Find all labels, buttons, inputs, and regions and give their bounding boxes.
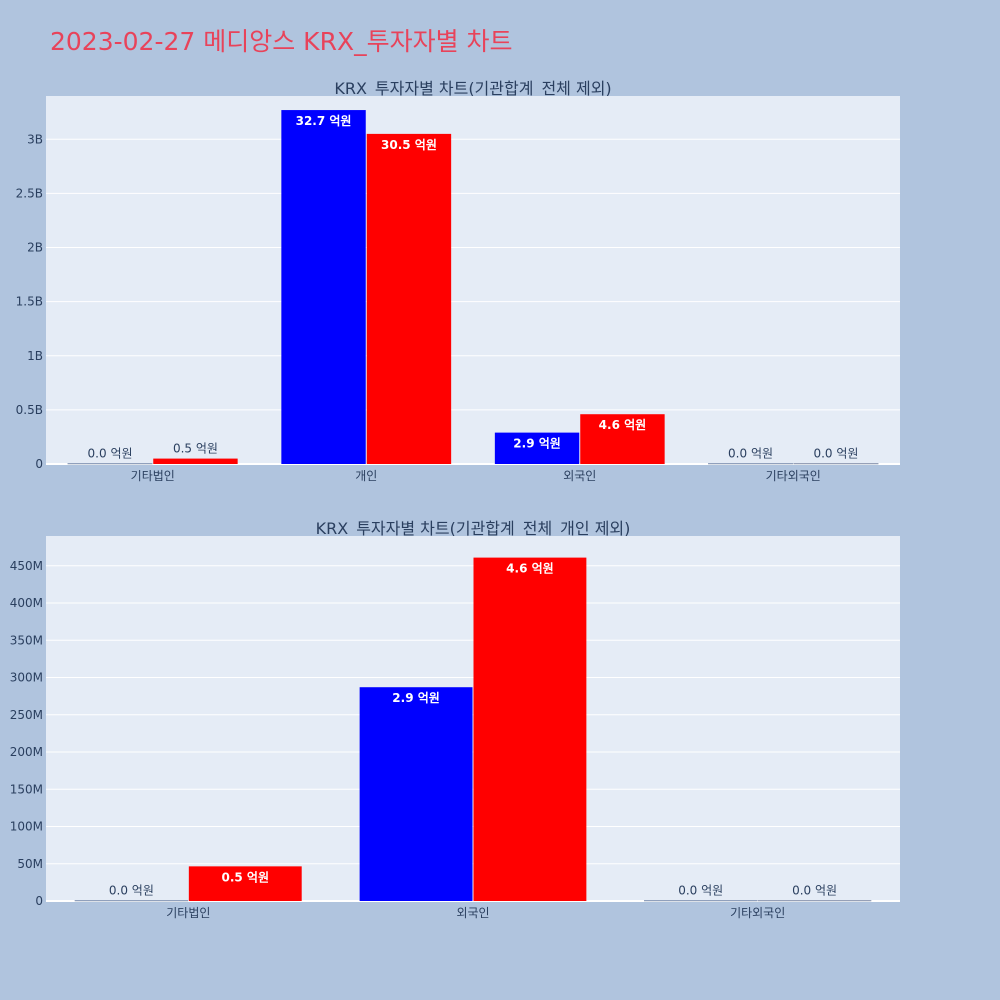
y-tick-label: 100M: [10, 820, 43, 834]
y-tick-label: 450M: [10, 559, 43, 573]
bar: [281, 110, 366, 464]
x-tick-label: 기타외국인: [766, 469, 821, 483]
page-title: 2023-02-27 메디앙스 KRX_투자자별 차트: [50, 27, 513, 56]
data-label: 0.0 억원: [109, 883, 154, 897]
y-tick-label: 2B: [27, 241, 43, 255]
y-tick-label: 0: [35, 457, 43, 471]
data-label: 0.0 억원: [678, 883, 723, 897]
data-label: 0.0 억원: [728, 446, 773, 460]
y-tick-label: 250M: [10, 708, 43, 722]
y-tick-label: 150M: [10, 782, 43, 796]
bottom-bar-chart: KRX_투자자별 차트(기관합계_전체_개인 제외) 0 50M 100M 150M 20…: [10, 519, 900, 920]
data-label: 4.6 억원: [506, 562, 554, 576]
chart-title: KRX_투자자별 차트(기관합계_전체 제외): [334, 79, 611, 99]
data-label: 0.0 억원: [88, 446, 133, 460]
bar: [494, 432, 580, 464]
bar: [643, 900, 758, 902]
top-bar-chart: KRX_투자자별 차트(기관합계_전체 제외) 0 0.5B 1B 1.5B 2B 2.5B…: [16, 79, 900, 483]
data-label: 32.7 억원: [296, 114, 352, 128]
data-label: 0.0 억원: [813, 446, 858, 460]
x-tick-label: 개인: [355, 469, 377, 483]
data-label: 2.9 억원: [392, 691, 440, 705]
bar: [188, 866, 302, 901]
bar: [359, 687, 473, 901]
bar: [708, 463, 794, 465]
bar: [580, 414, 665, 464]
bar: [757, 900, 872, 902]
y-tick-label: 1.5B: [16, 295, 43, 309]
plot-area: [46, 96, 900, 464]
y-tick-label: 2.5B: [16, 186, 43, 200]
data-label: 30.5 억원: [381, 138, 437, 152]
data-label: 0.0 억원: [792, 883, 837, 897]
x-tick-label: 외국인: [456, 906, 489, 920]
y-tick-label: 300M: [10, 671, 43, 685]
x-tick-label: 외국인: [563, 469, 596, 483]
x-tick-label: 기타외국인: [730, 906, 785, 920]
chart-title: KRX_투자자별 차트(기관합계_전체_개인 제외): [316, 519, 631, 539]
y-tick-label: 0.5B: [16, 403, 43, 417]
data-label: 4.6 억원: [599, 418, 647, 432]
bar: [74, 900, 189, 902]
x-tick-label: 기타법인: [166, 906, 210, 920]
bar: [153, 458, 238, 464]
data-label: 2.9 억원: [513, 437, 561, 451]
bar: [67, 463, 153, 465]
y-tick-label: 3B: [27, 132, 43, 146]
y-tick-label: 0: [35, 894, 43, 908]
bar: [793, 463, 879, 465]
y-tick-label: 50M: [17, 857, 43, 871]
y-tick-label: 1B: [27, 349, 43, 363]
y-tick-label: 200M: [10, 745, 43, 759]
plot-area: [46, 536, 900, 901]
y-tick-label: 400M: [10, 596, 43, 610]
y-tick-label: 350M: [10, 633, 43, 647]
bar: [473, 557, 587, 901]
bar: [366, 133, 452, 464]
x-tick-label: 기타법인: [131, 469, 175, 483]
data-label: 0.5 억원: [173, 442, 218, 456]
data-label: 0.5 억원: [222, 870, 270, 884]
